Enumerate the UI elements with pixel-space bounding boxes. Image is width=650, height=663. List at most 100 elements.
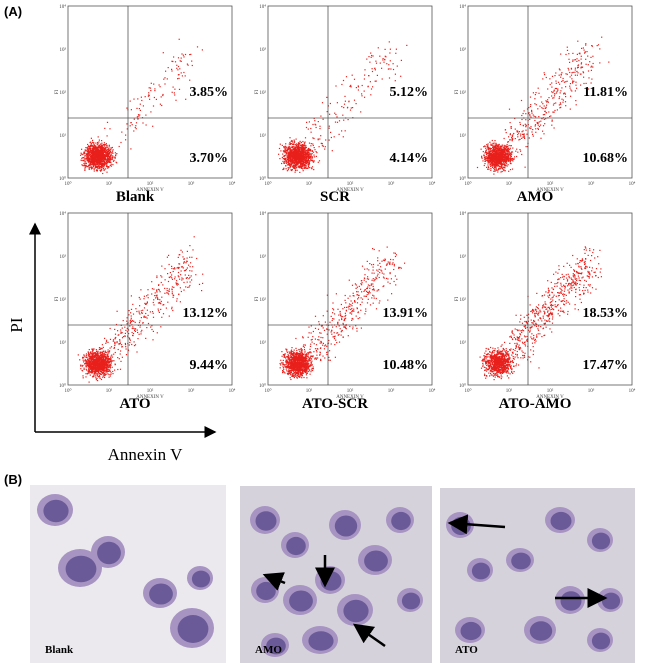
dot [501,163,503,165]
dot [83,160,85,162]
dot [183,262,185,264]
dot [551,75,554,77]
dot [507,164,509,166]
dot [390,68,392,70]
dot [347,119,349,121]
dot [321,102,324,104]
dot [308,163,311,165]
dot [484,160,486,162]
dot [511,168,514,170]
dot [96,159,98,161]
dot [97,143,99,145]
dot [562,99,564,101]
dot [156,296,158,298]
dot [120,350,122,352]
dot [106,370,109,372]
dot [146,295,148,297]
dot [540,137,542,139]
dot [496,144,498,146]
dot [504,165,506,167]
dot [93,158,96,160]
dot [291,151,293,153]
dot [494,140,496,142]
dot [102,149,104,151]
dot [92,152,94,154]
dot [325,139,327,141]
dot [298,153,300,155]
dot [298,148,300,150]
dot [94,157,96,159]
dot [109,160,111,162]
dot [301,152,303,154]
dot [290,159,292,161]
dot [102,160,104,162]
dot [90,149,92,152]
dot [92,164,95,166]
dot [153,96,155,99]
dot [498,168,500,170]
dot [321,145,323,147]
dot [183,289,185,291]
dot [86,151,88,153]
dot [110,148,112,151]
dot [283,162,285,164]
dot [90,144,92,146]
dot [296,145,298,147]
dot [496,152,498,154]
dot [193,236,195,238]
dot [94,154,96,156]
dot [95,153,97,155]
dot [98,153,100,155]
dot [143,298,145,300]
dot [100,143,102,145]
dot [537,87,539,89]
dot [349,85,351,87]
dot [102,147,104,149]
dot [152,312,154,314]
dot [103,147,106,149]
dot [502,159,504,161]
dot [109,358,112,360]
dot [505,132,507,134]
dot [576,60,578,62]
dot [110,357,112,359]
dot [107,349,109,351]
dot [97,366,99,368]
dot [294,168,296,170]
dot [298,159,300,161]
dot [307,128,309,130]
dot [101,158,103,161]
tick-label: 10³ [188,181,195,187]
dot [502,146,504,148]
dot [553,102,555,105]
dot [304,148,306,150]
dot [94,150,96,152]
dot [168,263,170,266]
dot [506,155,508,157]
dot [292,160,294,162]
dot [497,171,499,173]
dot [95,149,97,151]
dot [101,142,103,144]
dot [285,146,288,148]
dot [353,99,356,101]
dot [490,161,492,163]
dot [504,149,506,151]
scatter-dots [80,38,203,175]
dot [99,154,101,156]
tick-label: 10¹ [260,133,267,139]
dot [106,145,108,147]
dot [299,153,301,155]
dot [103,156,105,158]
dot [540,124,542,126]
plot-x-label: ANNEXIN V [536,188,564,193]
dot [328,127,330,129]
dot [501,144,503,146]
dot [382,59,384,61]
dot [488,155,490,157]
dot [85,157,87,159]
dot [503,150,505,152]
dot [505,147,507,150]
dot [113,353,115,355]
dot [115,323,118,326]
